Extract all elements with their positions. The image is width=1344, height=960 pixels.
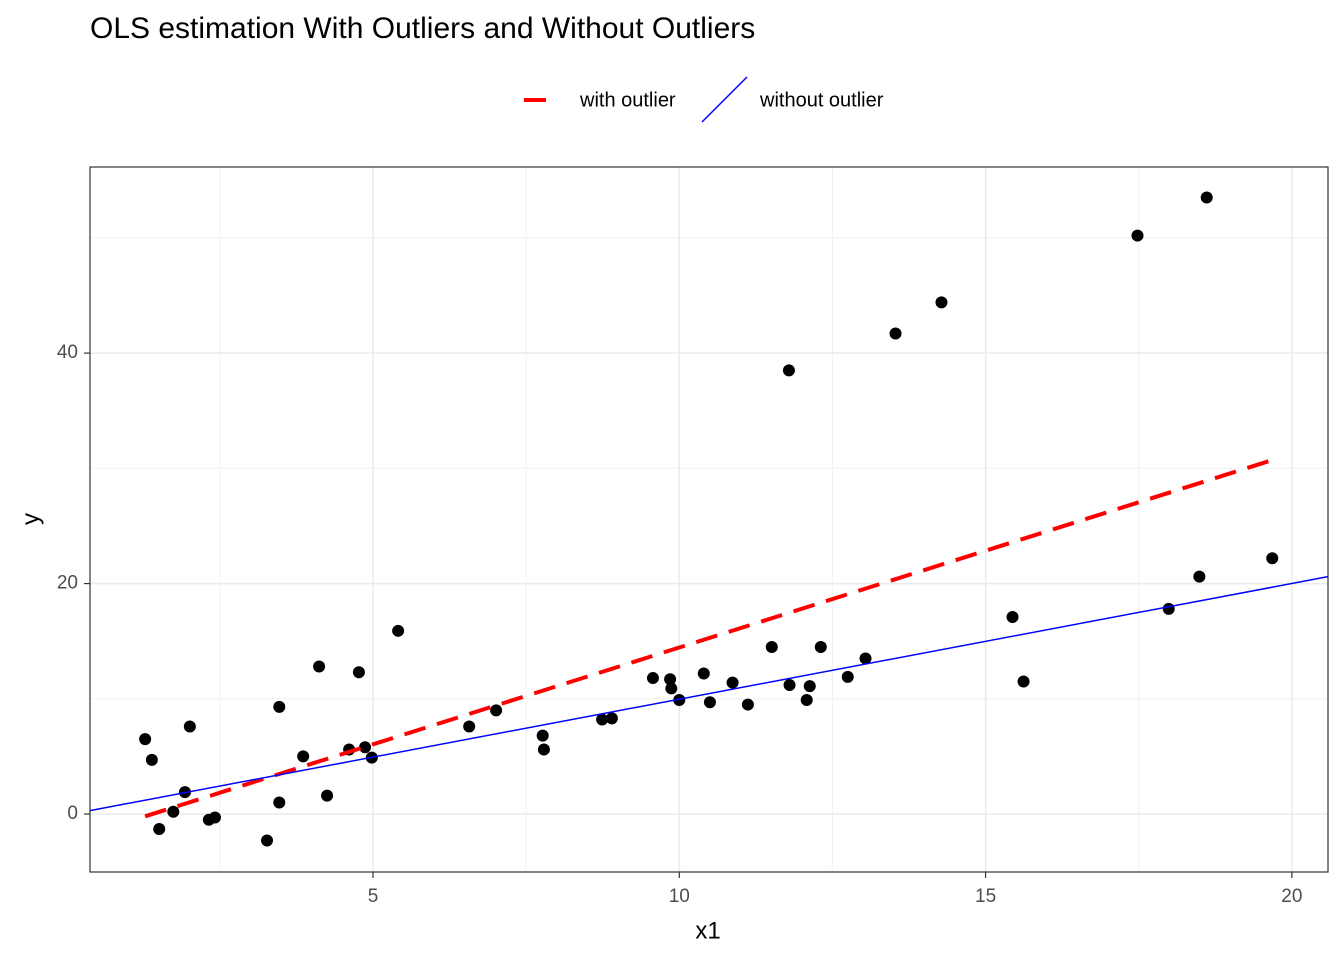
point: [803, 680, 816, 693]
x-tick-label: 20: [1281, 886, 1302, 907]
point: [153, 823, 166, 836]
point: [859, 652, 872, 665]
point: [145, 753, 158, 766]
point: [359, 741, 372, 754]
point: [741, 698, 754, 711]
panel-border: [89, 166, 1329, 873]
point: [703, 696, 716, 709]
point: [490, 704, 503, 717]
point: [139, 733, 152, 746]
point: [665, 682, 678, 695]
point: [782, 364, 795, 377]
point: [765, 640, 778, 653]
point: [392, 624, 405, 637]
y-tick-label: 20: [57, 573, 78, 594]
x-axis-label: x1: [695, 917, 720, 944]
point: [1131, 229, 1144, 242]
point: [167, 805, 180, 818]
point: [537, 743, 550, 756]
point: [352, 666, 365, 679]
fit-line: [89, 575, 1329, 812]
point: [814, 640, 827, 653]
point: [596, 713, 609, 726]
point: [726, 676, 739, 689]
point: [1006, 610, 1019, 623]
fit-line: [144, 458, 1273, 819]
point: [321, 789, 334, 802]
point: [463, 720, 476, 733]
point: [1017, 675, 1030, 688]
point: [646, 672, 659, 685]
y-axis-label: y: [17, 513, 44, 525]
point: [1200, 191, 1213, 204]
point: [841, 670, 854, 683]
point: [1266, 552, 1279, 565]
point: [800, 693, 813, 706]
x-tick-label: 10: [669, 886, 690, 907]
point: [183, 720, 196, 733]
chart-title: OLS estimation With Outliers and Without…: [90, 12, 755, 45]
point: [261, 834, 274, 847]
x-tick-label: 15: [975, 886, 996, 907]
point: [273, 700, 286, 713]
point: [605, 712, 618, 725]
point: [313, 660, 326, 673]
legend-key: [701, 76, 748, 123]
point: [536, 729, 549, 742]
point: [889, 327, 902, 340]
point: [664, 673, 677, 686]
point: [1193, 570, 1206, 583]
x-tick-label: 5: [368, 886, 379, 907]
legend-label: without outlier: [759, 89, 884, 111]
point: [273, 796, 286, 809]
y-tick-label: 40: [57, 342, 78, 363]
point: [935, 296, 948, 309]
point: [783, 678, 796, 691]
point: [297, 750, 310, 763]
y-tick-label: 0: [67, 803, 78, 824]
legend-label: with outlier: [579, 89, 676, 111]
point: [1162, 602, 1175, 615]
point: [697, 667, 710, 680]
point: [208, 811, 221, 824]
